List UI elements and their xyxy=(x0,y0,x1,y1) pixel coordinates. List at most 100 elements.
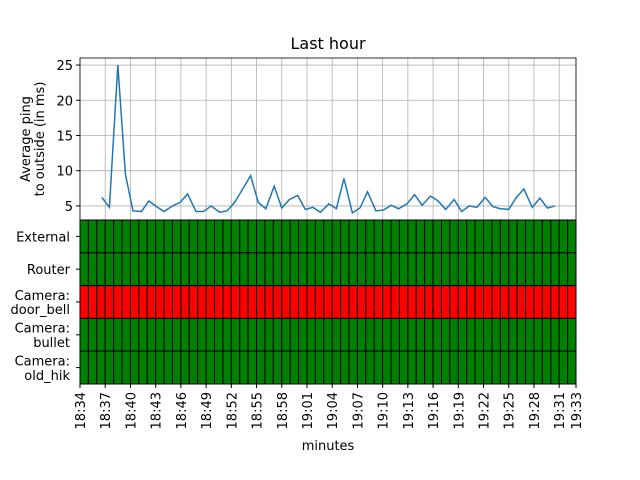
status-cell xyxy=(222,350,232,385)
status-cell xyxy=(197,350,207,385)
status-cell xyxy=(407,219,417,254)
status-cell xyxy=(163,285,173,319)
chart-title: Last hour xyxy=(290,34,365,53)
status-cell xyxy=(146,350,157,385)
y-tick-label: 20 xyxy=(56,94,73,109)
status-cell xyxy=(541,219,552,254)
status-cell xyxy=(567,219,577,254)
status-cell xyxy=(550,252,560,287)
status-cell xyxy=(121,285,131,319)
status-cell xyxy=(138,252,148,287)
status-cell xyxy=(155,317,165,352)
status-cell xyxy=(138,350,148,385)
status-cell xyxy=(525,285,535,319)
status-cell xyxy=(121,219,131,254)
status-cell xyxy=(541,252,552,287)
status-cell xyxy=(121,252,131,287)
status-cell xyxy=(466,350,476,385)
row-label: Router xyxy=(27,263,71,278)
status-cell xyxy=(491,350,501,385)
status-cell xyxy=(340,350,350,385)
status-cell xyxy=(197,317,207,352)
status-cell xyxy=(298,350,308,385)
row-label: External xyxy=(16,230,70,245)
status-cell xyxy=(525,219,535,254)
status-cell xyxy=(499,350,510,385)
status-cell xyxy=(96,350,106,385)
status-cell xyxy=(516,219,527,254)
status-cell xyxy=(230,252,241,287)
status-cell xyxy=(79,285,89,319)
status-cell xyxy=(222,219,232,254)
status-cell xyxy=(222,317,232,352)
status-cell xyxy=(550,317,560,352)
status-cell xyxy=(146,317,157,352)
status-cell xyxy=(281,285,291,319)
row-label: Camera: old_hik xyxy=(15,354,71,383)
status-cell xyxy=(457,285,468,319)
status-cell xyxy=(188,219,199,254)
status-cell xyxy=(432,252,442,287)
status-cell xyxy=(323,285,333,319)
status-cell xyxy=(483,317,493,352)
status-cell xyxy=(541,285,552,319)
status-cell xyxy=(197,219,207,254)
status-cell xyxy=(87,219,98,254)
plot-frame xyxy=(79,219,577,385)
status-cell xyxy=(314,252,325,287)
status-cell xyxy=(398,317,409,352)
status-cell xyxy=(398,252,409,287)
status-cell xyxy=(314,219,325,254)
status-cell xyxy=(340,317,350,352)
status-cell xyxy=(163,350,173,385)
status-cell xyxy=(567,252,577,287)
status-cell xyxy=(230,285,241,319)
status-cell xyxy=(390,219,400,254)
status-cell xyxy=(516,317,527,352)
status-cell xyxy=(390,350,400,385)
status-cell xyxy=(298,252,308,287)
status-cell xyxy=(197,285,207,319)
status-cell xyxy=(138,285,148,319)
x-tick-label: 18:34 xyxy=(74,392,89,429)
status-cell xyxy=(121,317,131,352)
status-cell xyxy=(558,285,569,319)
status-cell xyxy=(331,350,342,385)
status-cell xyxy=(483,350,493,385)
status-cell xyxy=(256,252,266,287)
status-cell xyxy=(424,285,434,319)
status-cell xyxy=(398,219,409,254)
status-cell xyxy=(415,350,426,385)
status-cell xyxy=(440,252,451,287)
status-cell xyxy=(382,285,392,319)
status-cell xyxy=(222,252,232,287)
status-cell xyxy=(113,285,123,319)
status-cell xyxy=(104,350,115,385)
y-tick-label: 15 xyxy=(56,129,73,144)
status-cell xyxy=(550,219,560,254)
status-cell xyxy=(373,350,384,385)
status-cell xyxy=(214,350,224,385)
status-cell xyxy=(197,252,207,287)
status-cell xyxy=(79,219,89,254)
x-tick-label: 18:43 xyxy=(150,392,165,429)
status-cell xyxy=(113,317,123,352)
y-tick-label: 5 xyxy=(65,200,73,215)
status-cell xyxy=(272,285,283,319)
status-cell xyxy=(87,252,98,287)
status-cell xyxy=(281,350,291,385)
status-cell xyxy=(415,252,426,287)
status-cell xyxy=(508,317,518,352)
status-cell xyxy=(129,317,140,352)
status-cell xyxy=(163,252,173,287)
status-cell xyxy=(214,285,224,319)
status-cell xyxy=(398,285,409,319)
x-tick-label: 19:01 xyxy=(301,392,316,429)
status-cell xyxy=(298,285,308,319)
status-cell xyxy=(457,252,468,287)
status-cell xyxy=(516,252,527,287)
status-cell xyxy=(424,252,434,287)
status-cell xyxy=(356,317,367,352)
status-cell xyxy=(567,350,577,385)
status-cell xyxy=(508,219,518,254)
